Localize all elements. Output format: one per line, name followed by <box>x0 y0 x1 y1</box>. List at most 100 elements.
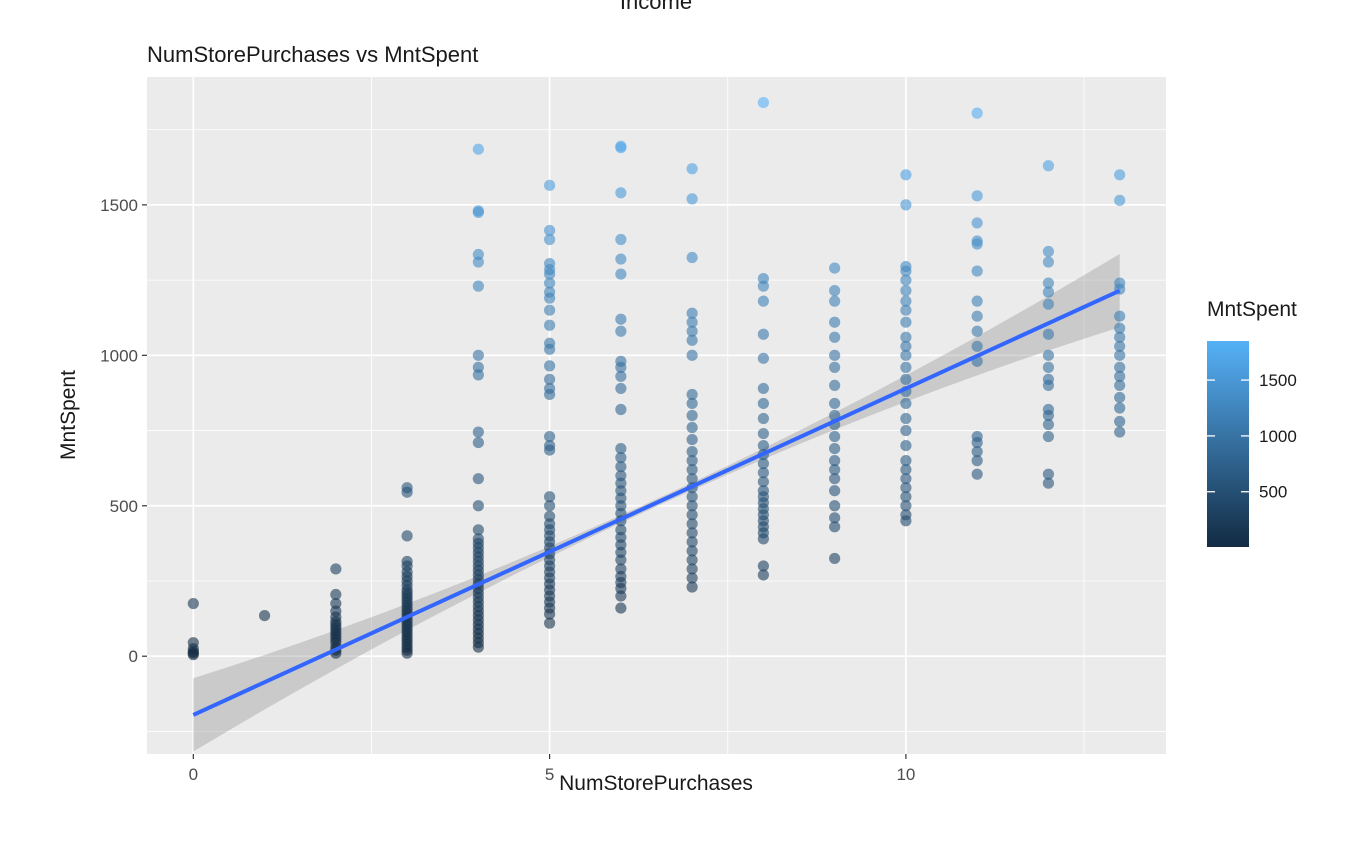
data-point <box>686 464 698 476</box>
data-point <box>900 169 912 181</box>
data-point <box>544 373 556 385</box>
data-point <box>615 253 627 265</box>
data-point <box>900 455 912 467</box>
data-point <box>971 235 983 247</box>
data-point <box>900 464 912 476</box>
data-point <box>757 569 769 581</box>
x-tick-label: 5 <box>545 765 554 784</box>
data-point <box>1042 477 1055 489</box>
data-point <box>544 617 556 629</box>
data-point <box>544 257 556 270</box>
data-point <box>686 545 698 557</box>
data-point <box>829 521 841 533</box>
data-point <box>615 470 627 482</box>
data-point <box>900 439 912 452</box>
data-point <box>1114 402 1126 414</box>
scatter-points <box>187 96 1126 661</box>
data-point <box>829 295 841 307</box>
data-point <box>829 262 841 274</box>
data-point <box>472 205 484 217</box>
data-point <box>544 277 556 289</box>
data-point <box>686 455 698 467</box>
data-point <box>971 310 983 322</box>
data-point <box>900 285 912 297</box>
data-point <box>1042 430 1055 443</box>
data-point <box>686 572 698 584</box>
data-point <box>1114 361 1126 373</box>
data-point <box>1114 331 1126 343</box>
data-point <box>971 190 983 202</box>
y-tick-label: 1000 <box>100 346 138 365</box>
data-point <box>615 461 627 473</box>
data-point <box>829 379 841 392</box>
data-point <box>544 179 556 191</box>
data-point <box>900 424 912 437</box>
data-point <box>544 337 556 349</box>
data-point <box>472 426 484 438</box>
data-point <box>1042 160 1055 172</box>
data-point <box>900 491 912 503</box>
data-point <box>472 280 484 292</box>
legend-label: 500 <box>1259 483 1287 502</box>
data-point <box>829 464 841 476</box>
data-point <box>615 442 627 455</box>
data-point <box>1042 245 1055 258</box>
data-point <box>1114 340 1126 352</box>
data-point <box>829 331 841 343</box>
data-point <box>1114 349 1126 361</box>
data-point <box>686 433 698 446</box>
data-point <box>971 265 983 277</box>
data-point <box>757 397 769 410</box>
data-point <box>1114 277 1126 289</box>
data-point <box>330 563 342 575</box>
data-point <box>829 552 841 565</box>
data-point <box>971 295 983 307</box>
data-point <box>686 509 698 521</box>
data-point <box>615 524 627 536</box>
data-point <box>829 485 841 497</box>
data-point <box>1114 379 1126 392</box>
data-point <box>544 304 556 316</box>
data-point <box>829 430 841 443</box>
data-point <box>686 409 698 422</box>
data-point <box>401 530 413 542</box>
data-point <box>686 334 698 346</box>
data-point <box>615 355 627 367</box>
trend-line <box>192 288 1121 717</box>
legend-title: MntSpent <box>1207 298 1297 321</box>
data-point <box>615 370 627 382</box>
data-point <box>1114 310 1126 322</box>
data-point <box>1042 286 1055 298</box>
data-point <box>900 331 912 343</box>
y-axis-ticks: 0 500 1000 1500 <box>100 196 147 666</box>
data-point <box>615 233 627 246</box>
data-point <box>472 500 484 512</box>
data-point <box>829 473 841 485</box>
data-point <box>686 316 698 328</box>
data-point <box>686 554 698 566</box>
data-point <box>1042 277 1055 289</box>
data-point <box>615 563 627 575</box>
data-point <box>757 352 769 364</box>
data-point <box>757 467 769 479</box>
data-point <box>1114 426 1126 438</box>
data-point <box>900 509 912 521</box>
data-point <box>829 397 841 410</box>
data-point <box>258 609 271 622</box>
data-point <box>757 96 769 109</box>
data-point <box>829 361 841 373</box>
data-point <box>1114 370 1126 382</box>
data-point <box>900 482 912 494</box>
data-point <box>1042 418 1055 431</box>
data-point <box>544 233 556 246</box>
data-point <box>1042 298 1055 310</box>
data-point <box>971 430 983 443</box>
data-point <box>686 163 698 175</box>
data-point <box>1042 328 1055 340</box>
data-point <box>971 217 983 229</box>
data-point <box>900 260 912 273</box>
x-tick-label: 10 <box>896 765 915 784</box>
data-point <box>544 430 556 443</box>
data-point <box>686 500 698 512</box>
